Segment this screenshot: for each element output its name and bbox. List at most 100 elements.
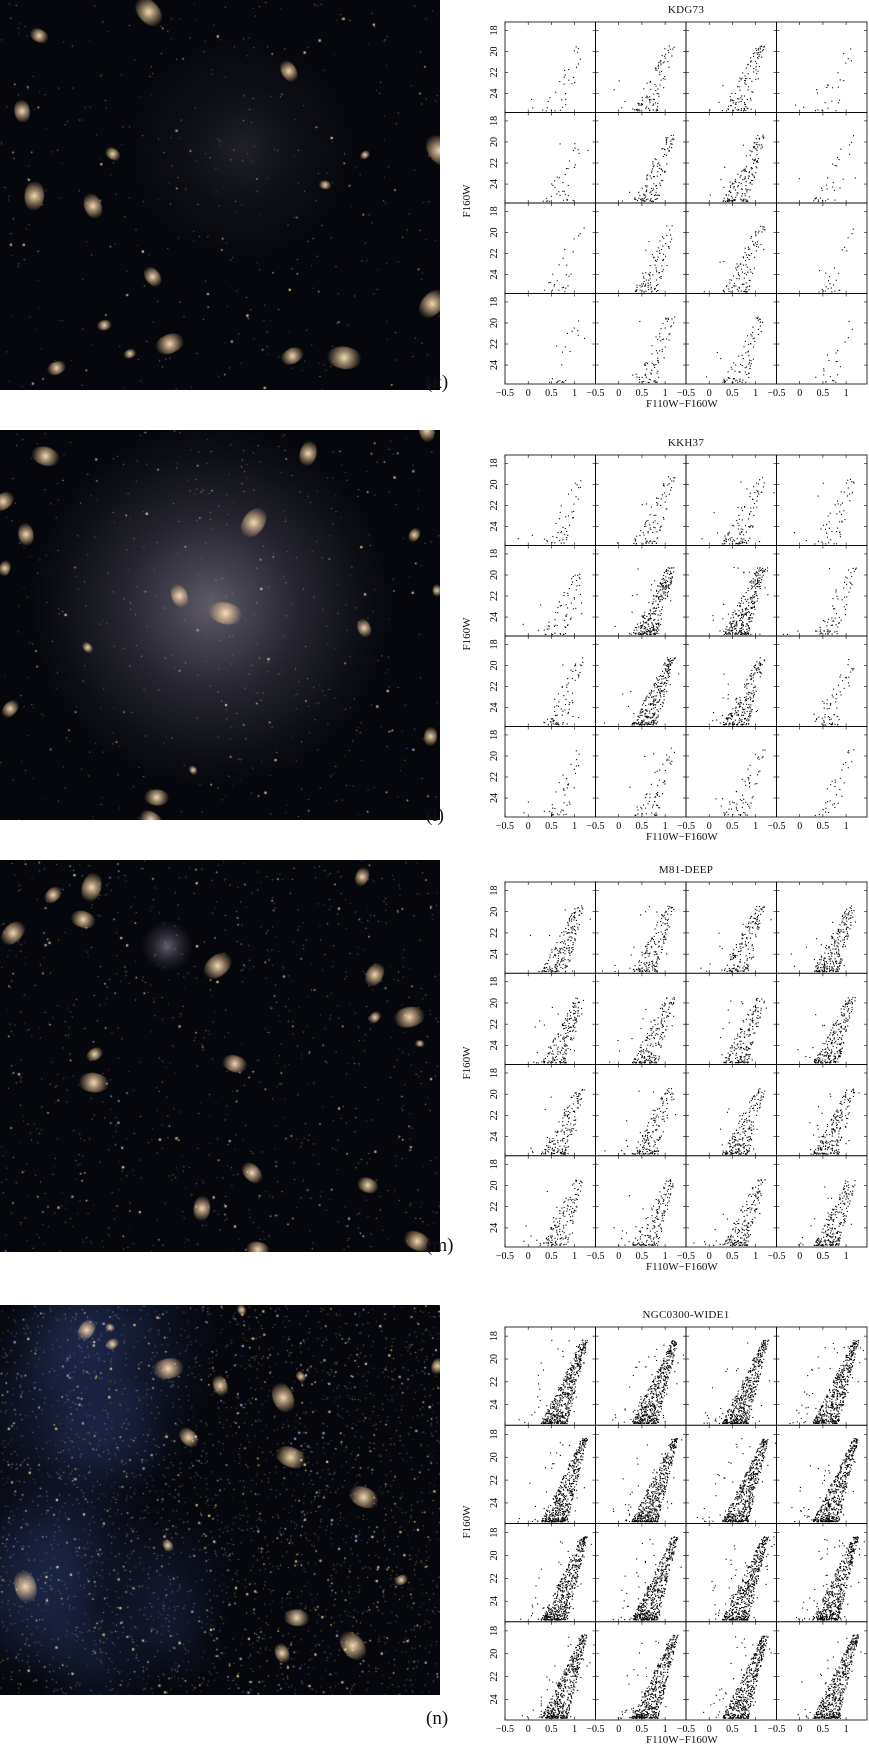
cmd-star-point <box>670 490 671 491</box>
cmd-star-point <box>668 908 669 909</box>
cmd-star-point <box>647 1060 648 1061</box>
cmd-star-point <box>737 955 738 956</box>
cmd-star-point <box>665 1003 666 1004</box>
cmd-star-point <box>652 967 653 968</box>
cmd-star-point <box>756 250 757 251</box>
cmd-star-point <box>569 947 570 948</box>
cmd-star-point <box>846 928 847 929</box>
cmd-star-point <box>821 957 822 958</box>
cmd-star-point <box>830 376 831 377</box>
cmd-star-point <box>670 49 671 50</box>
cmd-star-point <box>557 960 558 961</box>
cmd-star-point <box>670 600 671 601</box>
cmd-star-point <box>755 235 756 236</box>
cmd-star-point <box>655 199 656 200</box>
cmd-star-point <box>746 374 747 375</box>
cmd-star-point <box>732 814 733 815</box>
cmd-star-point <box>852 584 853 585</box>
cmd-star-point <box>559 951 560 952</box>
cmd-star-point <box>739 615 740 616</box>
cmd-star-point <box>657 537 658 538</box>
cmd-star-point <box>656 261 657 262</box>
cmd-star-point <box>756 910 757 911</box>
cmd-star-point <box>654 619 655 620</box>
cmd-star-point <box>660 64 661 65</box>
cmd-star-point <box>659 1028 660 1029</box>
cmd-star-point <box>565 1060 566 1061</box>
cmd-star-point <box>666 570 667 571</box>
y-tick-label: 18 <box>489 730 500 740</box>
cmd-star-point <box>660 596 661 597</box>
cmd-star-point <box>757 598 758 599</box>
cmd-star-point <box>629 968 630 969</box>
cmd-star-point <box>661 526 662 527</box>
cmd-star-point <box>665 911 666 912</box>
cmd-star-point <box>738 525 739 526</box>
cmd-star-point <box>569 1010 570 1011</box>
cmd-star-point <box>739 102 740 103</box>
cmd-star-point <box>648 382 649 383</box>
cmd-star-point <box>656 270 657 271</box>
cmd-star-point <box>733 949 734 950</box>
cmd-star-point <box>830 963 831 964</box>
cmd-star-point <box>662 949 663 950</box>
cmd-points <box>794 479 854 545</box>
cmd-star-point <box>555 625 556 626</box>
cmd-star-point <box>665 598 666 599</box>
cmd-star-point <box>746 254 747 255</box>
cmd-star-point <box>659 333 660 334</box>
cmd-star-point <box>661 918 662 919</box>
cmd-star-point <box>552 274 553 275</box>
cmd-subpanel <box>777 546 868 637</box>
cmd-star-point <box>650 718 651 719</box>
cmd-star-point <box>729 532 730 533</box>
cmd-star-point <box>749 930 750 931</box>
cmd-star-point <box>654 965 655 966</box>
cmd-star-point <box>645 200 646 201</box>
cmd-star-point <box>725 629 726 630</box>
cmd-star-point <box>753 692 754 693</box>
cmd-star-point <box>751 109 752 110</box>
cmd-star-point <box>744 178 745 179</box>
cmd-star-point <box>564 959 565 960</box>
cmd-star-point <box>662 934 663 935</box>
cmd-star-point <box>656 382 657 383</box>
cmd-star-point <box>729 181 730 182</box>
cmd-star-point <box>560 1041 561 1042</box>
cmd-star-point <box>835 780 836 781</box>
cmd-star-point <box>834 941 835 942</box>
cmd-star-point <box>645 1060 646 1061</box>
cmd-star-point <box>829 966 830 967</box>
cmd-star-point <box>562 724 563 725</box>
cmd-star-point <box>655 704 656 705</box>
cmd-star-point <box>754 338 755 339</box>
cmd-star-point <box>548 1053 549 1054</box>
cmd-star-point <box>666 318 667 319</box>
cmd-star-point <box>744 713 745 714</box>
cmd-star-point <box>732 628 733 629</box>
cmd-star-point <box>755 913 756 914</box>
cmd-star-point <box>754 142 755 143</box>
cmd-star-point <box>742 284 743 285</box>
cmd-star-point <box>729 724 730 725</box>
cmd-star-point <box>658 807 659 808</box>
cmd-star-point <box>750 699 751 700</box>
cmd-star-point <box>581 613 582 614</box>
cmd-star-point <box>660 278 661 279</box>
cmd-star-point <box>564 953 565 954</box>
cmd-star-point <box>758 915 759 916</box>
cmd-star-point <box>673 480 674 481</box>
cmd-star-point <box>748 1058 749 1059</box>
cmd-star-point <box>645 374 646 375</box>
cmd-star-point <box>753 695 754 696</box>
cmd-star-point <box>731 200 732 201</box>
cmd-star-point <box>852 912 853 913</box>
cmd-star-point <box>757 575 758 576</box>
cmd-star-point <box>559 1061 560 1062</box>
cmd-star-point <box>758 334 759 335</box>
cmd-star-point <box>666 1026 667 1027</box>
cmd-star-point <box>656 626 657 627</box>
cmd-star-point <box>559 380 560 381</box>
cmd-star-point <box>817 971 818 972</box>
cmd-star-point <box>761 492 762 493</box>
